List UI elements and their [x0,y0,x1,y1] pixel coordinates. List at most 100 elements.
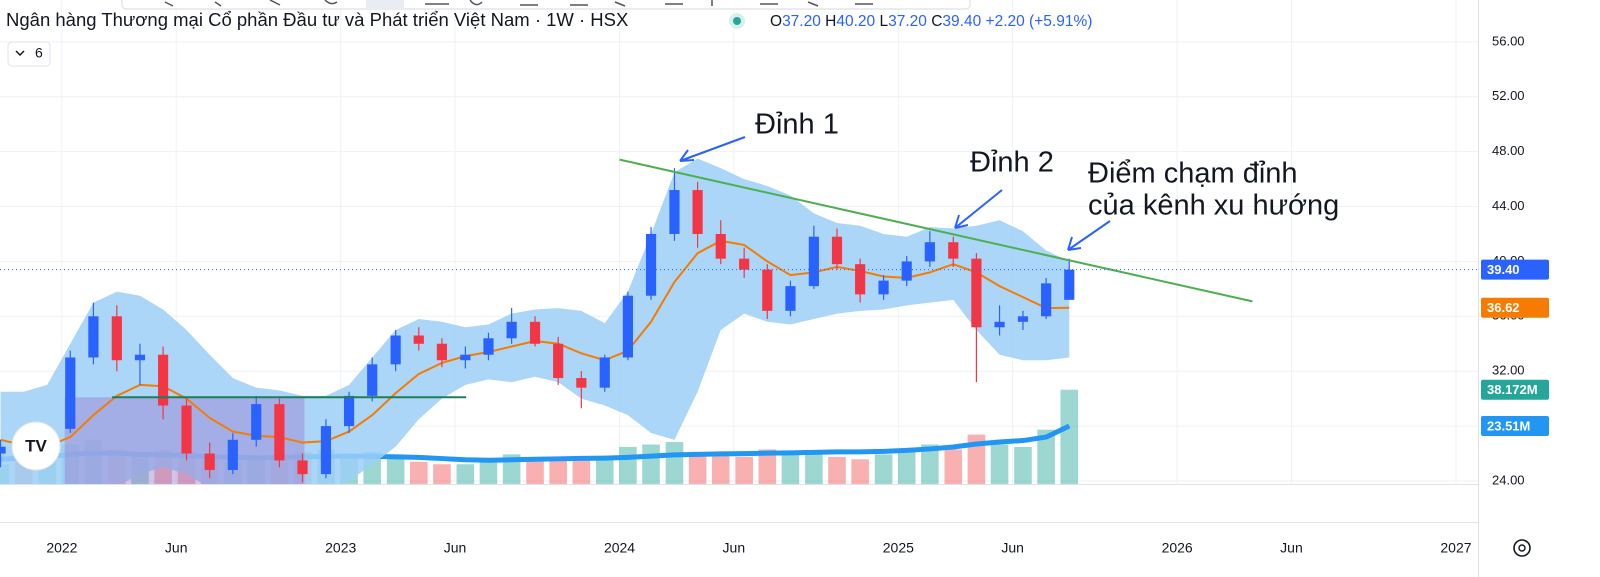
indicators-count: 6 [35,45,43,61]
toolbar-active[interactable] [366,0,404,8]
volume-bar [990,444,1009,484]
ohlc-value: 39.40 [942,13,981,30]
candle-body [948,242,959,259]
candle-body [413,335,424,344]
volume-bar [409,461,428,484]
toolbar-icons [164,0,873,7]
indicators-toggle[interactable] [7,41,51,67]
volume-bar [526,459,544,484]
volume-bar [874,454,893,484]
price-badge [1481,297,1549,318]
candle-body [1064,269,1075,300]
ohlc-legend: O37.20 H40.20 L37.20 C39.40 +2.20 (+5.91… [770,13,1092,30]
candle-body [506,321,517,339]
candle-body [924,242,935,262]
tv-logo[interactable] [11,421,61,471]
volume-bar [433,464,451,484]
candle-body [622,295,633,358]
candle-body [692,190,703,234]
ohlc-key: L [879,13,888,30]
annotation: Đỉnh 1 [755,109,839,141]
y-tick-label: 52.00 [1492,88,1525,103]
annotation: của kênh xu hướng [1088,190,1339,222]
y-tick-label: 24.00 [1492,472,1525,487]
candle-body [320,426,332,475]
candle-body [599,357,610,388]
price-badge-label: 36.62 [1487,300,1520,315]
candle-body [529,321,541,344]
candle-body [390,335,401,365]
candle-body [343,395,355,427]
market-status-dot [733,17,741,25]
volume-bar [828,456,846,484]
ohlc-value: 40.20 [836,13,875,30]
candle-body [831,236,843,265]
settings-icon-core [1518,544,1526,552]
candle-body [901,261,912,281]
volume-bar [572,459,591,484]
candle-body [553,343,564,379]
volume-bar [386,454,405,484]
candle-body [762,269,773,311]
candle-body [181,405,192,454]
plot-series [0,158,1478,484]
price-badge-label: 23.51M [1487,418,1530,433]
ohlc-value: 37.20 [782,13,821,30]
price-badge [1481,379,1549,400]
y-tick-label: 56.00 [1492,33,1525,48]
annotation-arrows [679,136,1111,251]
candle-body [808,236,819,287]
candle-body [715,233,726,259]
volume-bar [921,444,939,484]
x-tick-label: 2024 [604,540,635,556]
volume-bar [1060,389,1079,484]
volume-bar [758,449,777,484]
volume-bar [851,459,869,484]
candle-body [878,280,889,295]
volume-bar [665,442,684,484]
volume-bar [456,464,475,484]
ohlc-key: O [770,13,782,30]
candle-body [251,404,262,440]
candle-body [297,460,308,475]
candle-body [855,264,866,295]
ohlc-value: 37.20 [888,13,927,30]
candle-body [227,439,238,471]
x-tick-label: Jun [723,540,746,556]
candle-body [0,446,6,454]
candle-body [971,258,982,328]
volume-bar [688,451,707,484]
y-tick-label: 32.00 [1492,363,1525,378]
y-tick-label: 48.00 [1492,143,1525,158]
y-tick-label: 44.00 [1492,198,1525,213]
candle-body [134,354,146,361]
x-tick-label: 2026 [1162,540,1193,556]
candle-body [111,316,122,361]
x-tick-label: Jun [1001,540,1024,556]
volume-bar [595,456,614,484]
candle-body [1017,316,1029,322]
volume-bar [642,444,660,484]
candle-body [65,357,76,429]
settings-icon[interactable] [1513,539,1531,557]
ohlc-change: +2.20 (+5.91%) [986,13,1093,30]
drawing-toolbar[interactable] [121,0,971,10]
volume-bar [479,459,498,484]
candle-body [158,354,169,406]
x-tick-label: Jun [1280,540,1303,556]
x-tick-label: 2022 [46,540,77,556]
volume-bar [549,456,567,484]
candle-body [739,258,750,270]
candle-body [88,316,99,358]
candle-body [483,338,494,355]
candle-body [576,378,587,388]
annotation: Điểm chạm đỉnh [1088,158,1298,190]
x-tick-label: Jun [165,540,188,556]
candle-body [1041,283,1052,317]
candle-body [367,364,378,396]
candle-body [204,453,215,471]
trend-line [619,158,1253,303]
x-tick-label: 2027 [1440,540,1471,556]
overlay: 24.0028.0032.0036.0040.0044.0048.0052.00… [46,33,1549,556]
